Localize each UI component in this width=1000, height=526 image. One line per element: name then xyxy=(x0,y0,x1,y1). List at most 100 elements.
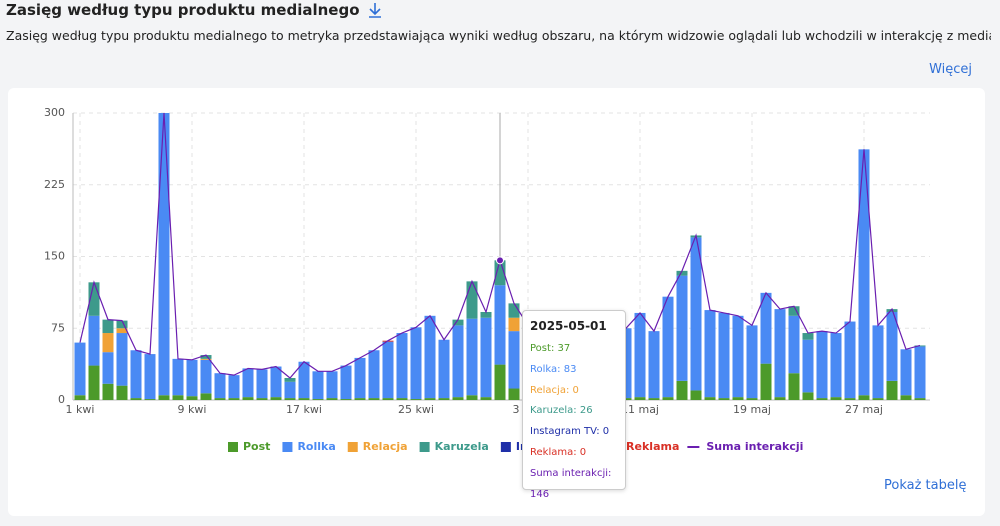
bar-segment xyxy=(508,331,520,389)
bar-segment xyxy=(242,397,254,400)
bar-segment xyxy=(914,398,926,400)
bar-segment xyxy=(732,397,744,400)
bar-segment xyxy=(844,398,856,400)
bar-segment xyxy=(284,381,296,399)
bar-segment xyxy=(872,398,884,400)
bar-segment xyxy=(466,318,478,396)
y-tick-label: 75 xyxy=(51,321,65,334)
bar-segment xyxy=(186,359,198,397)
bar-segment xyxy=(228,375,240,399)
bar-segment xyxy=(676,380,688,400)
bar-segment xyxy=(424,315,436,399)
legend-swatch xyxy=(419,442,430,452)
description: Zasięg według typu produktu medialnego t… xyxy=(6,28,991,43)
bar-segment xyxy=(802,333,814,340)
bar-segment xyxy=(396,398,408,400)
tooltip-row: Relacja0 xyxy=(530,381,625,402)
bar-segment xyxy=(228,398,240,400)
bar-segment xyxy=(424,398,436,400)
bar-segment xyxy=(830,397,842,400)
legend-swatch xyxy=(228,442,238,452)
bar-segment xyxy=(746,325,758,399)
tooltip-value: 0 xyxy=(579,446,587,458)
tooltip: 2025-05-01Post37Rolka83Relacja0Karuzela2… xyxy=(522,310,626,500)
bar-segment xyxy=(760,363,772,400)
bar-segment xyxy=(88,365,100,400)
bar-segment xyxy=(802,392,814,400)
bar-segment xyxy=(438,398,450,400)
tooltip-row: Post37 xyxy=(530,339,625,360)
show-table-link[interactable]: Pokaż tabelę xyxy=(884,478,967,493)
bar-segment xyxy=(410,327,422,400)
y-tick-label: 150 xyxy=(44,250,65,263)
bar-segment xyxy=(382,398,394,400)
legend-label: Relacja xyxy=(363,440,408,453)
bar-segment xyxy=(466,395,478,400)
download-icon[interactable] xyxy=(368,2,382,18)
hover-point xyxy=(496,256,504,265)
bar-segment xyxy=(900,349,912,396)
legend-label: Reklama xyxy=(626,440,679,453)
bar-segment xyxy=(102,352,114,384)
bar-segment xyxy=(116,333,128,386)
tooltip-row: Reklama0 xyxy=(530,443,625,464)
tooltip-value: 26 xyxy=(579,405,593,417)
bar-segment xyxy=(648,331,660,399)
bar-segment xyxy=(704,397,716,400)
tooltip-value: 83 xyxy=(563,363,577,375)
bar-segment xyxy=(886,380,898,400)
tooltip-value: 0 xyxy=(602,426,610,438)
bar-segment xyxy=(830,333,842,398)
bar-segment xyxy=(326,398,338,400)
bar-segment xyxy=(480,397,492,400)
bar-segment xyxy=(690,390,702,400)
bar-segment xyxy=(102,319,114,334)
bar-segment xyxy=(858,149,870,396)
bar-segment xyxy=(452,397,464,400)
legend-label: Karuzela xyxy=(435,440,489,453)
bar-segment xyxy=(788,315,800,374)
bar-segment xyxy=(452,325,464,398)
more-link[interactable]: Więcej xyxy=(929,62,972,77)
bar-segment xyxy=(648,398,660,400)
bar-segment xyxy=(270,397,282,400)
bar-segment xyxy=(144,354,156,400)
bar-segment xyxy=(88,315,100,366)
bar-segment xyxy=(634,397,646,400)
bar-segment xyxy=(340,365,352,400)
y-tick-label: 300 xyxy=(44,106,65,119)
bar-segment xyxy=(214,398,226,400)
page-title: Zasięg według typu produktu medialnego xyxy=(6,1,360,19)
bar-segment xyxy=(914,346,926,399)
bar-segment xyxy=(662,397,674,400)
bar-segment xyxy=(354,357,366,399)
bar-segment xyxy=(116,385,128,400)
tooltip-row: Instagram TV0 xyxy=(530,422,625,443)
bar-segment xyxy=(312,399,324,400)
bar-segment xyxy=(158,113,170,396)
bar-segment xyxy=(200,393,212,400)
legend-label: Suma interakcji xyxy=(706,440,803,453)
bar-segment xyxy=(256,369,268,399)
bar-segment xyxy=(634,312,646,398)
bar-segment xyxy=(200,358,212,360)
bar-segment xyxy=(88,282,100,316)
bar-segment xyxy=(494,260,506,286)
x-tick-label: 1 kwi xyxy=(66,403,95,416)
bar-segment xyxy=(438,339,450,399)
bar-segment xyxy=(410,399,422,400)
tooltip-label: Karuzela xyxy=(530,405,580,416)
bar-segment xyxy=(774,397,786,400)
bar-segment xyxy=(298,398,310,400)
y-tick-label: 0 xyxy=(58,393,65,406)
bar-segment xyxy=(508,317,520,332)
bar-segment xyxy=(242,368,254,398)
tooltip-date: 2025-05-01 xyxy=(530,319,607,333)
bar-segment xyxy=(816,398,828,400)
bar-segment xyxy=(620,328,632,399)
bar-segment xyxy=(144,399,156,400)
bar-segment xyxy=(354,398,366,400)
legend-swatch xyxy=(282,442,293,452)
